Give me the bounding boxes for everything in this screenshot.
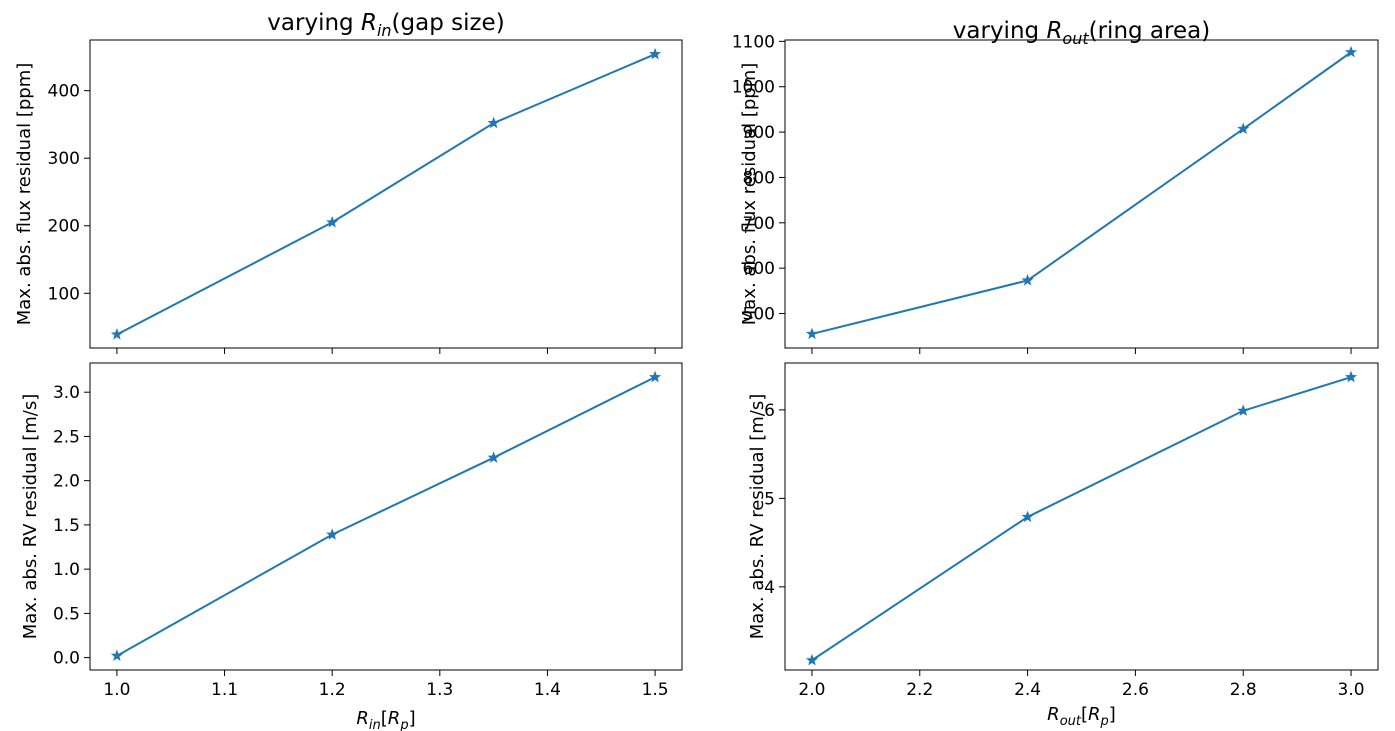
data-point-marker xyxy=(326,528,339,540)
y-axis-label: Max. abs. flux residual [ppm] xyxy=(739,63,760,326)
y-tick-label: 3.0 xyxy=(53,383,80,403)
y-tick-label: 400 xyxy=(48,82,80,102)
y-tick-label: 200 xyxy=(48,217,80,237)
data-point-marker xyxy=(1237,404,1250,416)
y-tick-label: 700 xyxy=(743,214,775,234)
y-tick-label: 1100 xyxy=(732,32,775,52)
subplot-title: varying Rout(ring area) xyxy=(953,18,1210,48)
data-point-marker xyxy=(805,327,819,340)
subplot-tl: 100 200 300 400 Max. abs. flux residual [ppm… xyxy=(14,10,683,354)
y-tick-label: 2.5 xyxy=(53,427,80,447)
subplot-bl: 1.0 1.1 1.2 1.3 1.4 1.5 0.0 0.5 1.0 1.5 2.0 2.5 3.0 M… xyxy=(20,362,683,731)
x-tick-label: 2.0 xyxy=(798,680,825,700)
y-axis-label: Max. abs. flux residual [ppm] xyxy=(14,63,35,326)
subplot-title: varying Rin(gap size) xyxy=(267,10,504,40)
y-tick-label: 0.5 xyxy=(53,604,80,624)
y-tick-label: 500 xyxy=(743,305,775,325)
series-line xyxy=(116,53,656,336)
data-point-marker xyxy=(487,116,500,129)
data-point-marker xyxy=(805,653,819,666)
x-tick-label: 2.2 xyxy=(906,680,933,700)
y-axis-label: Max. abs. RV residual [m/s] xyxy=(20,394,41,640)
y-tick-label: 0.0 xyxy=(53,649,80,669)
data-point-marker xyxy=(1344,370,1358,383)
y-tick-label: 600 xyxy=(743,259,775,279)
series-line xyxy=(811,51,1352,335)
x-axis-label: Rout[Rp] xyxy=(1047,704,1116,729)
data-point-marker xyxy=(649,47,662,60)
data-point-marker xyxy=(1344,45,1358,58)
y-tick-label: 5 xyxy=(764,489,775,509)
data-point-marker xyxy=(1021,274,1034,286)
y-tick-label: 6 xyxy=(764,401,775,421)
x-tick-label: 2.8 xyxy=(1230,680,1257,700)
x-tick-label: 1.5 xyxy=(642,680,669,700)
x-tick-label: 1.3 xyxy=(426,680,453,700)
axes-frame xyxy=(784,362,1379,671)
y-tick-label: 1000 xyxy=(732,78,775,98)
y-tick-label: 100 xyxy=(48,284,80,304)
y-axis-label: Max. abs. RV residual [m/s] xyxy=(747,394,768,640)
subplot-tr: 500 600 700 800 900 1000 1100 Max. abs. flux re… xyxy=(732,18,1379,354)
data-point-marker xyxy=(1021,510,1034,523)
x-tick-label: 1.4 xyxy=(534,680,561,700)
series-line xyxy=(811,376,1352,662)
axes-frame xyxy=(89,362,683,671)
x-tick-label: 1.0 xyxy=(103,680,130,700)
x-tick-label: 1.2 xyxy=(319,680,346,700)
axes-frame xyxy=(784,39,1379,349)
x-axis-label: Rin[Rp] xyxy=(356,708,415,731)
y-tick-label: 300 xyxy=(48,149,80,169)
data-point-marker xyxy=(110,328,123,340)
data-point-marker xyxy=(1237,122,1250,135)
x-tick-label: 2.6 xyxy=(1122,680,1149,700)
data-point-marker xyxy=(326,216,339,228)
data-point-marker xyxy=(487,451,500,463)
data-point-marker xyxy=(110,649,123,661)
axes-frame xyxy=(89,39,683,349)
x-tick-label: 3.0 xyxy=(1338,680,1365,700)
y-tick-label: 1.5 xyxy=(53,516,80,536)
series-line xyxy=(116,376,656,657)
x-tick-label: 1.1 xyxy=(211,680,238,700)
y-tick-label: 2.0 xyxy=(53,472,80,492)
y-tick-label: 1.0 xyxy=(53,560,80,580)
y-tick-label: 800 xyxy=(743,168,775,188)
x-tick-label: 2.4 xyxy=(1014,680,1041,700)
data-point-marker xyxy=(649,370,662,383)
y-tick-label: 900 xyxy=(743,123,775,143)
y-tick-label: 4 xyxy=(764,578,775,598)
